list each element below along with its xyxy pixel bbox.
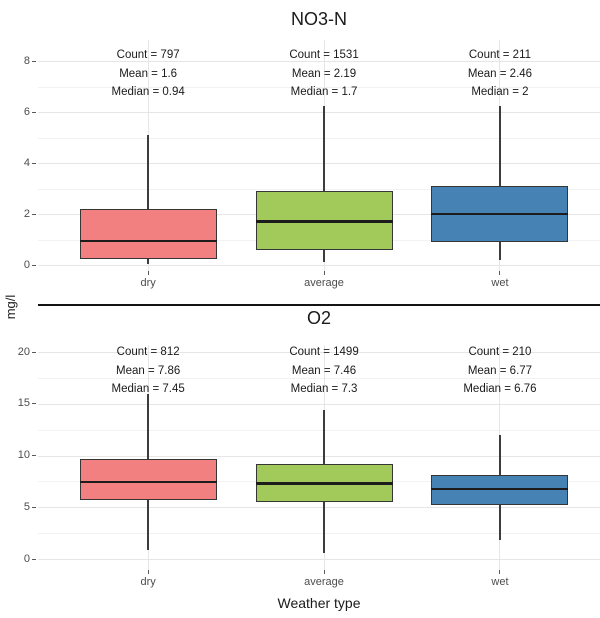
y-tick-label: 8	[23, 54, 30, 67]
annotation-line: Count = 1531	[289, 49, 359, 61]
stats-annotation-average: Count = 1531 Mean = 2.19 Median = 1.7	[254, 46, 394, 102]
stats-annotation-dry: Count = 812 Mean = 7.86 Median = 7.45	[78, 343, 218, 399]
box-dry	[79, 458, 217, 500]
stats-annotation-average: Count = 1499 Mean = 7.46 Median = 7.3	[254, 343, 394, 399]
median-line	[431, 212, 569, 216]
y-tick-mark	[32, 455, 36, 456]
y-tick-label: 0	[23, 552, 30, 565]
annotation-line: Count = 1499	[289, 346, 359, 358]
x-tick-mark	[147, 570, 149, 574]
chart-title-no3n: NO3-N	[290, 9, 347, 29]
annotation-line: Count = 797	[116, 49, 180, 61]
y-tick-label: 4	[23, 156, 30, 169]
x-tick-label-wet: wet	[491, 277, 509, 289]
gridline-major	[38, 163, 600, 164]
gridline-minor	[38, 533, 600, 535]
x-tick-mark	[147, 271, 149, 275]
annotation-line: Median = 1.7	[290, 86, 358, 98]
y-tick-mark	[32, 264, 36, 266]
gridline-major	[38, 61, 600, 62]
x-axis-label: Weather type	[277, 595, 361, 611]
y-tick-mark	[32, 213, 36, 215]
x-tick-mark	[499, 271, 501, 275]
gridline-minor	[38, 188, 600, 190]
y-tick-label: 20	[17, 345, 30, 358]
y-tick-label: 2	[23, 207, 30, 220]
gridline-major	[38, 403, 600, 405]
median-line	[431, 487, 569, 491]
y-tick-mark	[32, 506, 36, 508]
y-tick-mark	[32, 60, 36, 62]
y-tick-label: 5	[23, 500, 30, 513]
annotation-line: Median = 2	[471, 86, 529, 98]
y-tick-label: 10	[17, 449, 30, 461]
annotation-line: Mean = 7.86	[116, 364, 181, 377]
y-tick-label: 15	[17, 397, 30, 410]
stats-annotation-dry: Count = 797 Mean = 1.6 Median = 0.94	[78, 46, 218, 102]
gridline-minor	[38, 429, 600, 431]
y-tick-mark	[32, 558, 36, 560]
chart-title-o2: O2	[306, 308, 331, 328]
annotation-line: Mean = 6.77	[467, 364, 533, 377]
x-tick-label-wet: wet	[491, 576, 509, 588]
y-tick-mark	[32, 111, 36, 113]
y-tick-mark	[32, 162, 36, 164]
annotation-line: Count = 211	[468, 49, 532, 61]
gridline-major	[38, 352, 600, 353]
y-tick-mark	[32, 403, 36, 405]
y-tick-label: 0	[23, 258, 30, 271]
gridline-major	[38, 455, 600, 457]
gridline-major	[38, 559, 600, 560]
annotation-line: Median = 7.3	[290, 383, 358, 395]
median-line	[255, 482, 393, 485]
annotation-line: Count = 812	[116, 346, 180, 358]
median-line	[79, 480, 217, 484]
median-line	[79, 239, 217, 243]
median-line	[255, 220, 393, 223]
plot-panel-o2: Count = 812 Mean = 7.86 Median = 7.45 Count…	[38, 345, 600, 570]
gridline-minor	[38, 86, 600, 88]
x-tick-label-dry: dry	[140, 277, 156, 289]
box-dry	[79, 208, 217, 260]
gridline-major	[38, 112, 600, 113]
y-axis-label: mg/l	[3, 294, 18, 320]
x-tick-label-average: average	[304, 576, 344, 588]
x-tick-label-average: average	[304, 277, 344, 289]
chart-divider	[38, 304, 600, 306]
x-tick-mark	[499, 570, 501, 574]
y-tick-label: 6	[23, 105, 30, 118]
gridline-major	[38, 507, 600, 509]
stats-annotation-wet: Count = 210 Mean = 6.77 Median = 6.76	[430, 343, 570, 399]
plot-panel-no3n: Count = 797 Mean = 1.6 Median = 0.94 Count …	[38, 40, 600, 271]
x-tick-mark	[323, 570, 325, 574]
annotation-line: Median = 6.76	[463, 383, 537, 395]
whisker-line	[147, 134, 150, 264]
annotation-line: Mean = 7.46	[291, 364, 357, 377]
annotation-line: Median = 7.45	[111, 383, 185, 395]
whisker-line	[323, 105, 326, 263]
whisker-line	[498, 105, 501, 261]
annotation-line: Mean = 2.46	[467, 67, 533, 80]
stats-annotation-wet: Count = 211 Mean = 2.46 Median = 2	[430, 46, 570, 102]
gridline-major	[38, 265, 600, 266]
y-tick-mark	[32, 351, 36, 353]
x-tick-mark	[323, 271, 325, 275]
gridline-minor	[38, 377, 600, 379]
annotation-line: Mean = 1.6	[119, 67, 178, 80]
annotation-line: Mean = 2.19	[291, 67, 357, 80]
box-average	[255, 191, 393, 250]
annotation-line: Median = 0.94	[111, 86, 185, 98]
x-tick-label-dry: dry	[140, 576, 156, 588]
gridline-minor	[38, 137, 600, 139]
annotation-line: Count = 210	[468, 346, 532, 358]
